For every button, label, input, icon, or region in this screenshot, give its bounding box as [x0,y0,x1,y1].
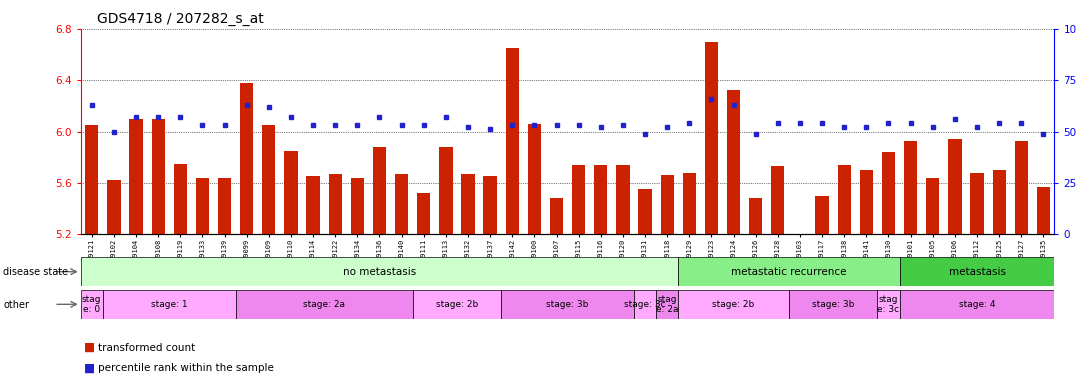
Bar [877,290,900,319]
Bar [240,83,253,234]
Text: GDS4718 / 207282_s_at: GDS4718 / 207282_s_at [97,12,264,25]
Bar [656,290,678,319]
Bar [263,125,275,234]
Text: metastasis: metastasis [949,266,1005,277]
Bar [749,198,762,234]
Text: ■: ■ [84,341,95,354]
Bar [413,290,501,319]
Bar [926,178,939,234]
Bar [372,147,386,234]
Bar [594,165,608,234]
Text: no metastasis: no metastasis [343,266,416,277]
Bar [617,165,629,234]
Text: transformed count: transformed count [98,343,195,353]
Bar [284,151,298,234]
Bar [152,119,165,234]
Text: stag
e: 3c: stag e: 3c [877,295,900,314]
Bar [395,174,408,234]
Text: stag
e: 0: stag e: 0 [82,295,101,314]
Bar [483,177,497,234]
Bar [1015,141,1028,234]
Bar [816,196,829,234]
Bar [992,170,1006,234]
Bar [682,173,696,234]
Bar [904,141,917,234]
Bar [882,152,895,234]
Text: metastatic recurrence: metastatic recurrence [732,266,847,277]
Text: stage: 2a: stage: 2a [303,300,345,309]
Bar [634,290,656,319]
Bar [173,164,187,234]
Text: disease state: disease state [3,267,69,277]
Bar [81,257,678,286]
Bar [789,290,877,319]
Text: stage: 3b: stage: 3b [547,300,589,309]
Bar [661,175,674,234]
Bar [462,174,475,234]
Bar [108,180,121,234]
Bar [860,170,873,234]
Bar [678,290,789,319]
Bar [837,165,851,234]
Bar [506,48,519,234]
Bar [727,90,740,234]
Text: stage: 4: stage: 4 [959,300,995,309]
Text: stage: 1: stage: 1 [151,300,187,309]
Bar [501,290,634,319]
Bar [527,124,541,234]
Bar [948,139,962,234]
Bar [417,193,430,234]
Bar [705,41,718,234]
Text: stag
e: 2a: stag e: 2a [656,295,679,314]
Text: stage: 2b: stage: 2b [436,300,478,309]
Text: stage: 2b: stage: 2b [712,300,754,309]
Bar [81,290,103,319]
Bar [572,165,585,234]
Text: percentile rank within the sample: percentile rank within the sample [98,363,273,373]
Text: stage: 3b: stage: 3b [812,300,854,309]
Bar [900,290,1054,319]
Text: stage: 3c: stage: 3c [624,300,666,309]
Bar [550,198,563,234]
Bar [1037,187,1050,234]
Bar [900,257,1054,286]
Bar [85,125,98,234]
Bar [771,166,784,234]
Bar [103,290,236,319]
Bar [218,178,231,234]
Bar [129,119,143,234]
Bar [971,173,983,234]
Bar [307,177,320,234]
Bar [328,174,342,234]
Bar [196,178,209,234]
Bar [439,147,453,234]
Text: ■: ■ [84,361,95,374]
Bar [638,189,652,234]
Bar [236,290,413,319]
Bar [351,178,364,234]
Text: other: other [3,300,29,310]
Bar [678,257,900,286]
